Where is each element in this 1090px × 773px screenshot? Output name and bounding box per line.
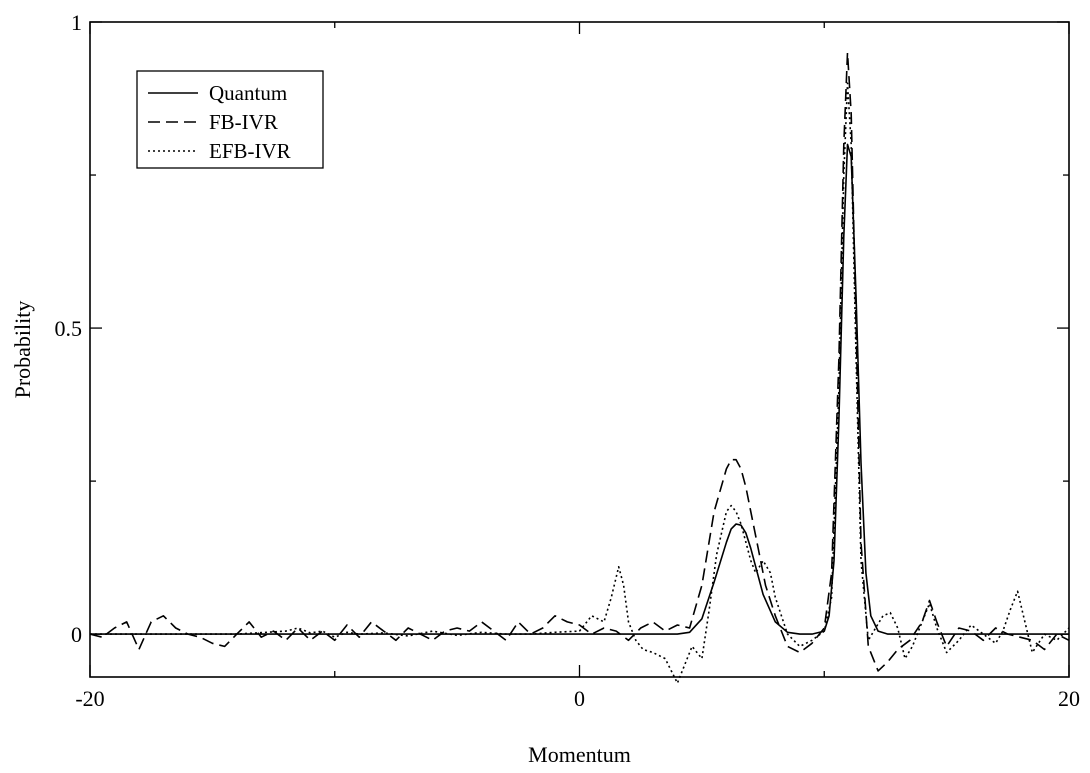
x-tick-label: -20 <box>75 686 104 711</box>
x-axis-label: Momentum <box>528 742 631 767</box>
x-tick-label: 0 <box>574 686 585 711</box>
x-tick-label: 20 <box>1058 686 1080 711</box>
legend-box <box>136 70 324 169</box>
legend-label-quantum: Quantum <box>209 81 287 105</box>
series-line-efb-ivr <box>90 82 1070 684</box>
tick-labels: -20 0 20 0 0.5 1 <box>55 10 1081 711</box>
legend-label-fb-ivr: FB-IVR <box>209 110 278 134</box>
legend: Quantum FB-IVR EFB-IVR <box>136 70 324 169</box>
series-line-fb-ivr <box>89 51 1070 672</box>
series-layer <box>89 51 1070 684</box>
y-axis-label: Probability <box>10 301 35 399</box>
y-tick-label: 0 <box>71 622 82 647</box>
y-tick-label: 0.5 <box>55 316 83 341</box>
series-line-quantum <box>90 143 1069 635</box>
y-tick-label: 1 <box>71 10 82 35</box>
legend-label-efb-ivr: EFB-IVR <box>209 139 291 163</box>
